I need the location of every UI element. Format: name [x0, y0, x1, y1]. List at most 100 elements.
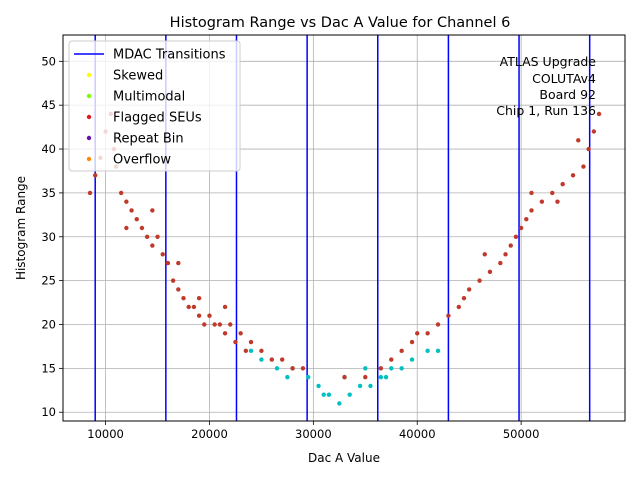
annotation-line: Chip 1, Run 136: [496, 103, 596, 118]
data-point: [248, 348, 254, 354]
data-point: [466, 287, 472, 292]
data-point: [503, 252, 508, 257]
data-point: [368, 383, 373, 389]
data-point: [274, 366, 280, 371]
data-point: [560, 181, 565, 187]
data-point: [238, 331, 243, 336]
data-point: [399, 366, 404, 371]
data-point: [487, 269, 493, 275]
y-tick-label: 15: [41, 361, 56, 375]
data-point: [321, 392, 326, 397]
y-tick-label: 40: [41, 142, 56, 156]
data-point: [461, 295, 467, 301]
data-point: [243, 348, 249, 354]
x-tick-label: 30000: [295, 427, 332, 441]
data-point: [524, 217, 529, 222]
x-tick-label: 10000: [87, 427, 124, 441]
data-point: [435, 348, 441, 354]
y-tick-label: 25: [41, 274, 56, 288]
data-point: [129, 208, 134, 213]
data-point: [93, 173, 98, 178]
legend-dot-swatch: [86, 114, 92, 120]
data-point: [482, 252, 487, 257]
legend-label: Overflow: [113, 153, 171, 168]
data-point: [139, 225, 145, 231]
data-point: [477, 278, 482, 283]
data-point: [435, 322, 441, 327]
data-point: [202, 322, 207, 327]
data-point: [186, 304, 191, 310]
data-point: [196, 295, 202, 301]
legend-dot-swatch: [86, 72, 92, 78]
y-axis-label: Histogram Range: [14, 176, 28, 280]
data-point: [191, 304, 197, 310]
data-point: [529, 208, 534, 213]
data-point: [300, 366, 306, 371]
data-point: [305, 374, 311, 380]
data-point: [233, 339, 238, 345]
data-point: [425, 348, 430, 354]
y-tick-label: 45: [41, 98, 56, 112]
data-point: [222, 331, 228, 336]
data-point: [269, 357, 275, 362]
annotation-line: Board 92: [539, 87, 596, 102]
data-point: [285, 374, 290, 380]
y-axis: 10 15 20 25 30 35 40 45 50: [41, 54, 63, 419]
data-point: [87, 190, 93, 196]
data-point: [196, 313, 202, 318]
data-point: [222, 304, 228, 310]
data-point: [337, 401, 342, 406]
data-point: [518, 225, 524, 231]
legend-dot-swatch: [86, 156, 92, 162]
data-point: [363, 374, 368, 380]
legend-label: Flagged SEUs: [113, 111, 202, 126]
data-point: [409, 339, 415, 345]
data-point: [498, 260, 503, 266]
data-point: [124, 199, 129, 204]
y-tick-label: 10: [41, 405, 56, 419]
data-point: [326, 392, 332, 397]
data-point: [529, 190, 534, 196]
data-point: [176, 260, 181, 266]
y-tick-label: 50: [41, 54, 56, 68]
data-point: [596, 111, 602, 117]
data-point: [150, 243, 155, 248]
series-flagged-seus: [87, 111, 602, 380]
data-point: [176, 287, 181, 292]
data-point: [389, 366, 394, 371]
legend: MDAC Transitions Skewed Multimodal Flagg…: [68, 40, 241, 172]
data-point: [555, 199, 560, 204]
annotation: ATLAS Upgrade COLUTAv4 Board 92 Chip 1, …: [496, 54, 596, 118]
data-point: [217, 322, 223, 327]
data-point: [586, 146, 591, 152]
annotation-line: COLUTAv4: [532, 71, 596, 86]
plot-frame: [62, 34, 626, 422]
x-axis-label: Dac A Value: [308, 451, 380, 465]
x-tick-label: 50000: [503, 427, 540, 441]
data-point: [399, 348, 404, 354]
y-tick-label: 35: [41, 186, 56, 200]
data-point: [581, 164, 586, 169]
data-points: [87, 111, 602, 406]
data-point: [591, 129, 597, 134]
data-point: [363, 366, 368, 371]
legend-label: Skewed: [113, 69, 163, 84]
y-tick-label: 30: [41, 230, 56, 244]
data-point: [570, 173, 576, 178]
legend-label: Multimodal: [113, 90, 185, 105]
data-point: [207, 313, 212, 318]
data-point: [290, 366, 295, 371]
data-point: [259, 348, 264, 354]
data-point: [118, 190, 124, 196]
legend-label: Repeat Bin: [113, 132, 184, 147]
data-point: [383, 374, 389, 380]
data-point: [550, 190, 555, 196]
data-point: [415, 331, 420, 336]
data-point: [228, 322, 233, 327]
legend-box: [68, 40, 241, 172]
data-point: [378, 374, 384, 380]
data-point: [160, 252, 165, 257]
data-point: [456, 304, 461, 310]
data-point: [124, 225, 129, 231]
data-point: [279, 357, 285, 362]
